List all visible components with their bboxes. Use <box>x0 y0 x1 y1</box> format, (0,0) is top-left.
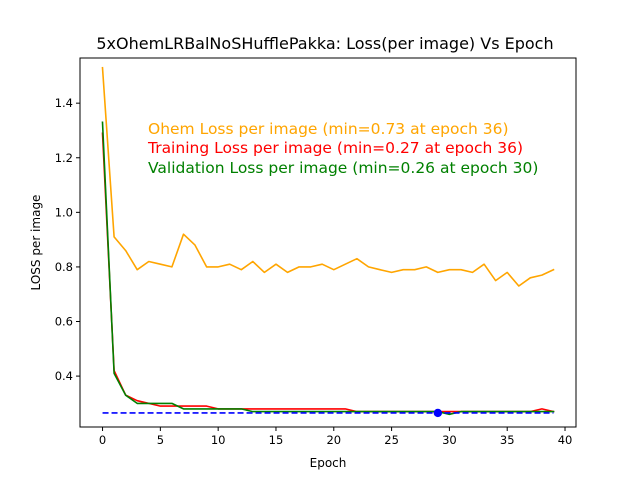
y-axis: 0.4 0.6 0.8 1.0 1.2 1.4 <box>55 96 80 383</box>
x-tick-label: 20 <box>326 433 341 447</box>
x-tick-label: 40 <box>558 433 573 447</box>
x-tick-label: 5 <box>157 433 164 447</box>
x-axis: 0 5 10 15 20 25 30 35 40 <box>99 427 572 447</box>
axes-frame <box>79 57 577 428</box>
y-tick-label: 0.4 <box>55 369 73 383</box>
y-tick-label: 1.2 <box>55 151 73 165</box>
x-tick-label: 35 <box>500 433 515 447</box>
annotation-text: Validation Loss per image (min=0.26 at e… <box>148 159 538 177</box>
y-tick-label: 0.8 <box>55 260 73 274</box>
x-tick-label: 25 <box>384 433 399 447</box>
x-tick-label: 0 <box>99 433 106 447</box>
plot-area <box>79 57 577 428</box>
annotation-text: Ohem Loss per image (min=0.73 at epoch 3… <box>148 120 509 138</box>
annotation-text: Training Loss per image (min=0.27 at epo… <box>147 139 523 157</box>
y-tick-label: 1.0 <box>55 205 73 219</box>
y-tick-label: 0.6 <box>55 315 73 329</box>
y-axis-label: LOSS per image <box>29 195 43 291</box>
min-marker <box>433 408 443 418</box>
x-tick-label: 10 <box>211 433 226 447</box>
x-tick-label: 15 <box>269 433 284 447</box>
series-line-ohem <box>101 66 555 287</box>
x-tick-label: 30 <box>442 433 457 447</box>
series-layer <box>101 66 555 416</box>
chart-title: 5xOhemLRBalNoSHufflePakka: Loss(per imag… <box>96 34 553 53</box>
x-axis-label: Epoch <box>310 456 347 470</box>
series-line-validation <box>101 121 555 416</box>
y-tick-label: 1.4 <box>55 96 73 110</box>
legend-annotations: Ohem Loss per image (min=0.73 at epoch 3… <box>147 120 538 177</box>
overlay-layer <box>102 408 554 418</box>
